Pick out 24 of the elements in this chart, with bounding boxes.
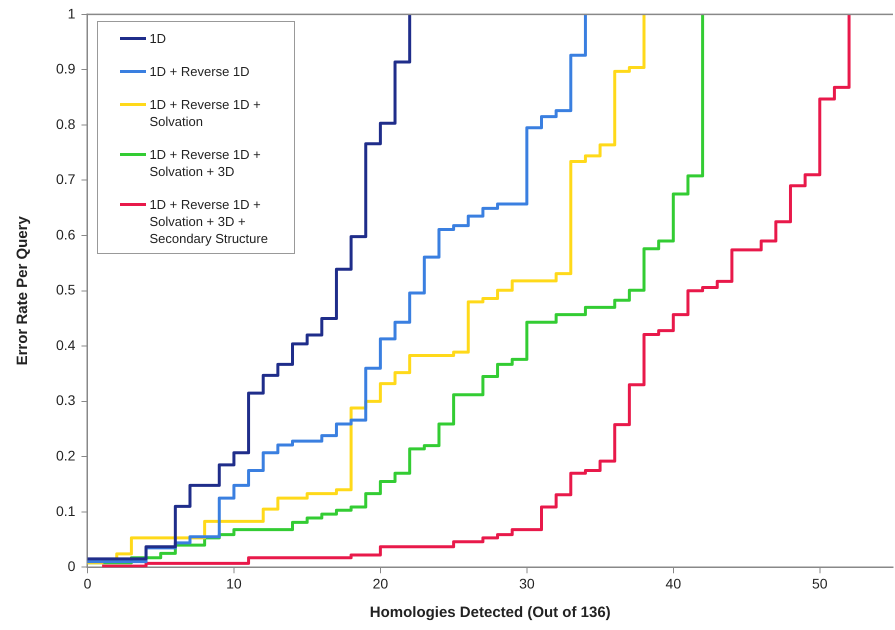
y-tick-label: 0.9 xyxy=(56,60,76,77)
x-tick-label: 30 xyxy=(519,575,535,592)
y-tick-label: 0.4 xyxy=(56,336,76,353)
x-tick-label: 10 xyxy=(226,575,242,592)
y-tick-label: 1 xyxy=(68,5,76,22)
x-tick-label: 20 xyxy=(372,575,388,592)
y-tick-label: 0.7 xyxy=(56,171,76,188)
y-tick-label: 0.1 xyxy=(56,502,76,519)
x-tick-label: 50 xyxy=(812,575,828,592)
x-axis-title: Homologies Detected (Out of 136) xyxy=(370,604,611,622)
y-tick-label: 0.6 xyxy=(56,226,76,242)
y-tick-label: 0.5 xyxy=(56,282,76,298)
x-tick-label: 0 xyxy=(84,575,92,592)
y-tick-label: 0.3 xyxy=(56,392,76,408)
legend-label: 1D + Reverse 1D + Solvation xyxy=(149,96,262,130)
legend-label: 1D + Reverse 1D xyxy=(149,63,251,80)
y-tick-label: 0.8 xyxy=(56,116,76,132)
legend-label: 1D xyxy=(149,30,168,48)
x-tick-label: 40 xyxy=(666,575,682,592)
y-tick-label: 0 xyxy=(68,558,76,574)
legend-label: 1D + Reverse 1D + Solvation + 3D + Secondary Structure xyxy=(149,196,269,248)
y-tick-label: 0.2 xyxy=(56,448,76,464)
y-axis-title: Error Rate Per Query xyxy=(14,216,32,366)
legend-label: 1D + Reverse 1D + Solvation + 3D xyxy=(149,146,262,180)
